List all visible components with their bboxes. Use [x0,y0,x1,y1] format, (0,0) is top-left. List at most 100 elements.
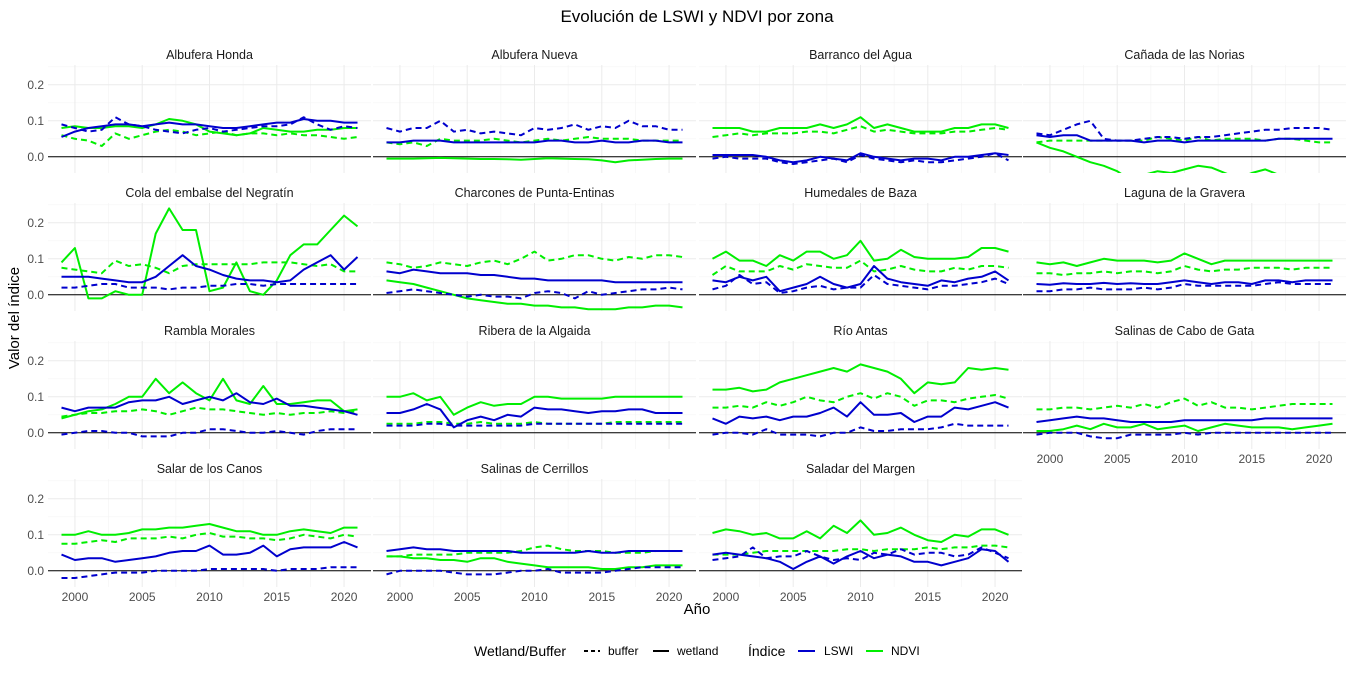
series-lswi-buffer [61,116,358,135]
panel-title: Rambla Morales [164,324,255,338]
series-ndvi-wetland [1036,422,1333,432]
y-tick-label: 0.0 [27,564,44,578]
x-tick-label: 2020 [982,590,1009,604]
series-lswi-buffer [386,119,683,137]
x-tick-label: 2005 [780,590,807,604]
series-lswi-wetland [712,548,1010,570]
x-tick-label: 2010 [521,590,548,604]
y-tick-label: 0.1 [27,114,44,128]
panel-7: Laguna de la Gravera [1023,186,1346,311]
x-tick-label: 2015 [1238,452,1265,466]
panel-grid [699,341,1022,449]
series-lswi-wetland [386,139,683,144]
panel-8: Rambla Morales 0.0 0.1 0.2 [27,324,371,449]
series-ndvi-wetland [386,392,683,416]
x-tick-label: 2015 [263,590,290,604]
series-ndvi-wetland [1036,141,1277,173]
series-ndvi-buffer [1036,397,1333,411]
y-tick-label: 0.0 [27,288,44,302]
series-ndvi-wetland [60,207,359,300]
panel-grid [48,65,371,173]
y-tick-label: 0.2 [27,216,44,230]
x-axis-label: Año [684,601,711,618]
panel-title: Albufera Honda [166,48,253,62]
panel-grid [1023,203,1346,311]
series-lswi-buffer [712,152,1009,165]
series-ndvi-buffer [712,392,1009,409]
panel-13: Salinas de Cerrillos 2000 2005 2010 2015 2020 [373,462,696,604]
panel-1: Albufera Nueva [373,48,696,173]
panel-title: Salar de los Canos [157,462,263,476]
series-lswi-wetland [61,541,358,563]
panels: Albufera Honda 0.0 0.1 0.2 Albufera Nueva Bar… [27,48,1346,604]
series-ndvi-wetland [61,523,358,536]
legend-label-wetland: wetland [676,644,718,658]
legend-label-ndvi: NDVI [891,644,920,658]
series-lswi-wetland [712,265,1010,293]
legend: Wetland/Buffer buffer wetland Índice LSW… [474,643,920,659]
series-ndvi-wetland [386,156,683,164]
x-tick-label: 2015 [914,590,941,604]
series-lswi-wetland [1036,279,1333,286]
panel-title: Albufera Nueva [491,48,577,62]
panel-0: Albufera Honda 0.0 0.1 0.2 [27,48,371,173]
panel-title: Cola del embalse del Negratín [125,186,293,200]
series-ndvi-wetland [61,377,358,420]
legend-label-buffer: buffer [608,644,638,658]
series-lswi-buffer [712,274,1009,294]
legend-color-title: Índice [748,643,786,659]
panel-title: Cañada de las Norias [1124,48,1244,62]
panel-title: Laguna de la Gravera [1124,186,1245,200]
series-lswi-buffer [712,546,1009,561]
x-tick-label: 2020 [1306,452,1333,466]
series-lswi-buffer [1036,119,1333,142]
panel-10: Río Antas [699,324,1022,449]
panel-title: Salinas de Cerrillos [481,462,589,476]
series-lswi-wetland [712,152,1009,164]
x-tick-label: 2010 [196,590,223,604]
series-lswi-wetland [61,392,358,416]
series-lswi-buffer [712,422,1009,438]
x-tick-label: 2010 [1171,452,1198,466]
panel-12: Salar de los Canos 0.0 0.1 0.2 2000 2005 2010 2… [27,462,371,604]
panel-title: Ribera de la Algaida [479,324,591,338]
y-tick-label: 0.0 [27,150,44,164]
y-tick-label: 0.1 [27,390,44,404]
x-tick-label: 2010 [847,590,874,604]
y-tick-label: 0.2 [27,492,44,506]
x-tick-label: 2000 [62,590,89,604]
panel-9: Ribera de la Algaida [373,324,696,449]
x-tick-label: 2000 [713,590,740,604]
series-lswi-wetland [1036,134,1333,144]
y-tick-label: 0.0 [27,426,44,440]
series-lswi-buffer [386,286,683,300]
panel-14: Saladar del Margen 2000 2005 2010 2015 2020 [699,462,1022,604]
legend-linetype-title: Wetland/Buffer [474,643,566,659]
series-ndvi-wetland [712,519,1009,543]
series-ndvi-wetland [712,239,1009,267]
x-tick-label: 2015 [588,590,615,604]
panel-11: Salinas de Cabo de Gata 2000 2005 2010 2015 2… [1023,324,1346,466]
y-tick-label: 0.1 [27,252,44,266]
series-ndvi-wetland [712,363,1009,395]
y-tick-label: 0.2 [27,78,44,92]
x-tick-label: 2005 [454,590,481,604]
series-ndvi-wetland [61,118,358,137]
panel-6: Humedales de Baza [699,186,1022,311]
panel-title: Humedales de Baza [804,186,917,200]
x-tick-label: 2020 [331,590,358,604]
panel-title: Salinas de Cabo de Gata [1115,324,1255,338]
y-tick-label: 0.2 [27,354,44,368]
x-tick-label: 2000 [387,590,414,604]
series-lswi-wetland [386,268,683,284]
panel-5: Charcones de Punta-Entinas [373,186,696,311]
series-lswi-wetland [61,254,359,284]
series-ndvi-buffer [61,128,358,147]
panel-4: Cola del embalse del Negratín 0.0 0.1 0.2 [27,186,371,311]
panel-3: Cañada de las Norias [1023,48,1346,173]
panel-title: Río Antas [833,324,887,338]
series-ndvi-wetland [712,116,1009,133]
series-lswi-wetland [386,546,683,554]
series-ndvi-buffer [386,250,683,269]
x-tick-label: 2005 [1104,452,1131,466]
